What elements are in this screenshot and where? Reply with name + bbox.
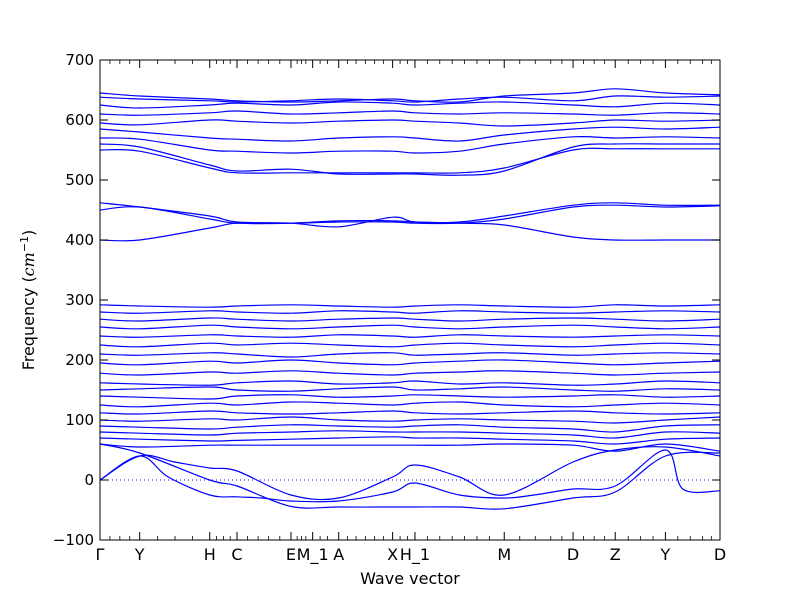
plot-frame [99,59,721,541]
band-line-20 [99,317,721,322]
y-tick-label: 400 [65,231,94,249]
kpoint-label: Z [610,545,621,564]
kpoint-label: D [567,545,579,564]
band-line-31 [99,110,721,116]
band-series-group [99,88,721,510]
y-tick-label: 700 [65,51,94,69]
kpoint-label: Y [134,545,145,564]
band-line-7 [99,424,721,433]
band-line-6 [99,430,721,439]
band-line-33 [99,95,721,103]
band-line-16 [99,352,721,358]
band-line-12 [99,386,721,392]
band-line-34 [99,88,721,103]
kpoint-label: D [714,545,726,564]
y-axis-ticks: −100 0 100 200 300 400 500 600 700 [53,51,720,549]
kpoint-label: A [333,545,344,564]
band-line-25 [99,202,721,228]
band-line-8 [99,416,721,424]
band-line-28 [99,135,721,154]
band-line-15 [99,359,721,366]
band-line-24 [99,206,720,241]
y-tick-label: 100 [65,411,94,429]
kpoint-label: H [204,545,216,564]
band-line-18 [99,334,721,338]
kpoint-label: M_1 [297,545,329,565]
band-line-14 [99,370,721,376]
band-line-5 [99,436,721,445]
band-line-26 [99,147,720,174]
band-line-30 [99,119,721,127]
y-axis-label-suffix: ) [19,230,38,236]
y-tick-label: −100 [53,531,94,549]
y-tick-label: 200 [65,351,94,369]
y-tick-label: 300 [65,291,94,309]
band-line-32 [99,101,721,109]
band-line-17 [99,342,721,348]
band-line-2 [99,449,721,503]
y-tick-label: 0 [84,471,94,489]
minor-x-ticks [109,60,712,540]
kpoint-label: X [387,545,398,564]
kpoint-label: Γ [96,545,105,564]
y-axis-label-exponent: −1 [18,236,31,252]
band-line-9 [99,410,721,415]
band-line-1 [99,446,721,501]
band-line-27 [99,143,720,176]
band-line-11 [99,394,721,400]
kpoint-label: H_1 [400,545,430,565]
band-line-22 [99,304,721,308]
band-line-13 [99,380,721,386]
y-tick-label: 600 [65,111,94,129]
band-line-23 [99,204,721,242]
y-axis-label: Frequency (cm−1) [18,230,38,371]
kpoint-label: C [231,545,242,564]
band-line-4 [99,443,721,452]
y-axis-label-unit: cm [19,252,38,276]
band-line-21 [99,310,721,314]
kpoint-label: E [286,545,296,564]
x-axis-label: Wave vector [360,569,460,588]
y-axis-label-prefix: Frequency ( [19,276,38,370]
band-line-29 [99,126,721,142]
y-tick-label: 500 [65,171,94,189]
kpoint-ticks: Γ Y H C E M_1 A X H_1 M D Z Y D [96,60,726,565]
kpoint-label: M [497,545,511,564]
band-line-3 [99,443,721,510]
band-line-19 [99,324,721,330]
band-line-10 [99,401,721,408]
kpoint-label: Y [660,545,671,564]
